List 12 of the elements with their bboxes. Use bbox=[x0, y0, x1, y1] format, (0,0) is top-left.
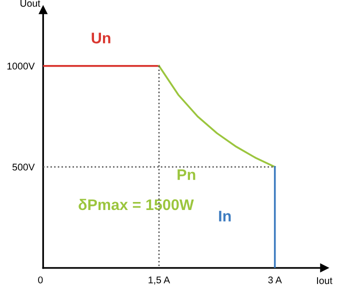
series-label: Un bbox=[92, 32, 110, 44]
y-tick-label: 500V bbox=[12, 164, 35, 171]
x-tick-label: 0 bbox=[38, 276, 43, 284]
x-tick-label: 3 A bbox=[268, 276, 282, 284]
text: In bbox=[219, 210, 231, 222]
y-axis-title: Uout bbox=[20, 0, 40, 7]
x-axis-title: Iout bbox=[317, 277, 332, 284]
y-tick-label: 1000V bbox=[7, 62, 35, 70]
annotation: δPmax = 1500W bbox=[78, 198, 194, 210]
line-series bbox=[158, 65, 276, 168]
x-tick-label: 1,5 A bbox=[148, 276, 170, 285]
text: Pn bbox=[178, 169, 196, 180]
